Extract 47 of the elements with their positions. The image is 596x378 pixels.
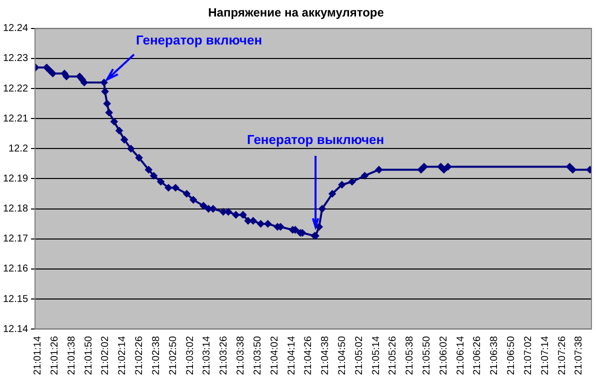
y-tick-label: 12.14 bbox=[2, 324, 28, 335]
x-tick-label: 21:05:14 bbox=[370, 336, 382, 376]
y-tick-label: 12.24 bbox=[2, 23, 28, 34]
x-tick-label: 21:01:50 bbox=[83, 336, 94, 376]
x-tick-label: 21:06:38 bbox=[489, 336, 500, 376]
x-tick-label: 21:03:14 bbox=[202, 336, 213, 376]
x-tick-label: 21:05:26 bbox=[388, 336, 399, 376]
x-tick-label: 21:04:38 bbox=[320, 336, 332, 376]
y-tick-label: 12.21 bbox=[2, 113, 28, 124]
x-tick-label: 21:02:02 bbox=[100, 336, 112, 376]
y-tick-label: 12.23 bbox=[2, 53, 28, 64]
x-tick-label: 21:04:50 bbox=[336, 336, 348, 376]
y-tick-label: 12.22 bbox=[2, 83, 28, 94]
annotation: Генератор выключен bbox=[246, 132, 384, 147]
x-tick-label: 21:03:50 bbox=[252, 336, 264, 376]
x-tick-label: 21:01:38 bbox=[66, 336, 78, 376]
x-tick-label: 21:04:14 bbox=[286, 336, 298, 376]
y-tick-label: 12.17 bbox=[2, 234, 28, 245]
y-tick-label: 12.2 bbox=[8, 143, 28, 154]
x-tick-label: 21:03:38 bbox=[236, 336, 247, 376]
x-tick-label: 21:07:14 bbox=[540, 336, 551, 376]
x-tick-label: 21:04:02 bbox=[269, 336, 280, 376]
x-tick-label: 21:07:02 bbox=[522, 336, 534, 376]
annotation: Генератор включен bbox=[136, 32, 262, 48]
x-tick-label: 21:04:26 bbox=[303, 336, 314, 376]
x-tick-label: 21:03:02 bbox=[184, 336, 196, 376]
chart-title: Напряжение на аккумуляторе bbox=[208, 6, 384, 20]
x-tick-label: 21:02:38 bbox=[150, 336, 162, 376]
x-tick-label: 21:02:26 bbox=[134, 336, 146, 376]
x-tick-label: 21:06:02 bbox=[438, 336, 450, 376]
x-tick-label: 21:05:38 bbox=[404, 336, 416, 376]
y-tick-label: 12.15 bbox=[2, 294, 28, 305]
x-tick-label: 21:01:14 bbox=[32, 336, 44, 376]
x-tick-label: 21:05:02 bbox=[354, 336, 365, 376]
x-tick-label: 21:06:50 bbox=[506, 336, 518, 376]
x-tick-label: 21:03:26 bbox=[218, 336, 230, 376]
x-tick-label: 21:07:26 bbox=[556, 336, 568, 376]
x-tick-label: 21:06:14 bbox=[455, 336, 466, 376]
y-tick-label: 12.16 bbox=[2, 264, 28, 275]
y-tick-label: 12.19 bbox=[2, 173, 28, 184]
x-tick-label: 21:07:38 bbox=[574, 336, 585, 376]
y-tick-label: 12.18 bbox=[2, 204, 28, 215]
x-tick-label: 21:02:50 bbox=[168, 336, 179, 376]
x-tick-label: 21:02:14 bbox=[117, 336, 128, 376]
x-tick-label: 21:05:50 bbox=[421, 336, 432, 376]
x-tick-label: 21:01:26 bbox=[50, 336, 61, 376]
x-tick-label: 21:06:26 bbox=[472, 336, 484, 376]
